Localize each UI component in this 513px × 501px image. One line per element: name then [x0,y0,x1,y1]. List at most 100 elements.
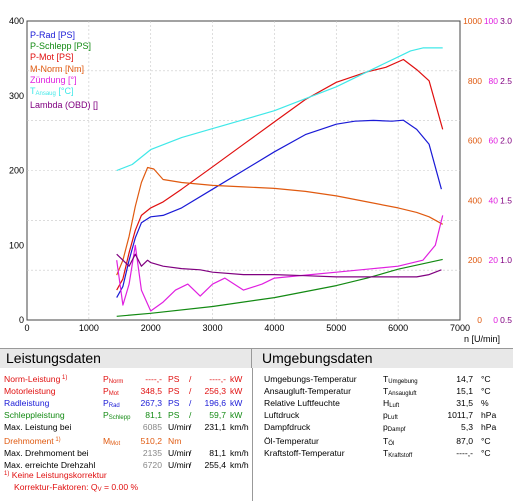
row-label: Radleistung [4,398,50,408]
row-symbol: PMot [103,386,119,397]
row-unit-2: kW [230,410,243,420]
row-slash: / [189,398,192,408]
row-value: 5,3 [461,422,473,432]
legend-p-rad: P-Rad [PS] [30,30,76,40]
right-tick-label: 1.0 [500,255,512,265]
row-unit: °C [481,386,491,396]
row-value-1: 6720 [142,460,162,470]
legend-lambda: Lambda (OBD) [] [30,100,99,111]
leistung-row: Max. Drehmoment bei 2135 U/min/ 81,1 km/h [0,448,252,459]
x-axis-label: n [U/min] [464,334,500,344]
row-value-1: 267,3 [140,398,162,408]
right-tick-label: 400 [468,195,482,205]
row-value-2: 81,1 [209,448,226,458]
row-symbol: TÖl [383,436,395,447]
row-unit-1: PS [168,410,180,420]
right-tick-label: 600 [468,136,482,146]
umgebung-row: Ansaugluft-Temperatur TAnsaugluft 15,1 °C [253,386,513,397]
row-unit: hPa [481,422,497,432]
leistung-row: Motorleistung PMot 348,5 PS / 256,3 kW [0,386,252,397]
row-value-2: ----,- [209,374,226,384]
row-unit-1: U/min [168,422,191,432]
right-tick-label: 800 [468,76,482,86]
row-label: Öl-Temperatur [264,436,319,446]
row-unit: °C [481,436,491,446]
row-unit-1: U/min [168,448,191,458]
x-tick-label: 1000 [79,323,99,333]
leistung-row: Norm-Leistung 1) PNorm ----,- PS / ----,- kW [0,374,252,385]
series-line [116,47,443,172]
row-value-2: 256,3 [204,386,226,396]
row-value-2: 196,6 [204,398,226,408]
row-label: Kraftstoff-Temperatur [264,448,345,458]
row-unit-2: kW [230,374,243,384]
row-value-2: 231,1 [204,422,226,432]
row-value-1: 510,2 [140,436,162,446]
umgebung-row: Dampfdruck pDampf 5,3 hPa [253,422,513,433]
row-label: Schleppleistung [4,410,65,420]
umgebung-row: Öl-Temperatur TÖl 87,0 °C [253,436,513,447]
row-label: Drehmoment 1) [4,436,61,446]
row-unit: hPa [481,410,497,420]
x-tick-label: 2000 [141,323,161,333]
row-value-1: 6085 [142,422,162,432]
row-value: 15,1 [456,386,473,396]
row-symbol: TKraftstoff [383,448,413,459]
row-label: Dampfdruck [264,422,311,432]
umgebung-row: Luftdruck pLuft 1011,7 hPa [253,410,513,421]
leistung-row: Schleppleistung PSchlepp 81,1 PS / 59,7 kW [0,410,252,421]
series-line [116,253,442,278]
right-tick-label: 0 [477,315,482,325]
row-slash: / [189,460,192,470]
row-value: 1011,7 [447,410,473,420]
right-tick-label: 3.0 [500,16,512,26]
row-unit-2: kW [230,398,243,408]
row-unit-1: PS [168,374,180,384]
row-slash: / [189,374,192,384]
row-symbol: TUmgebung [383,374,418,385]
row-unit-2: km/h [230,448,249,458]
right-tick-label: 0 [493,315,498,325]
row-label: Max. erreichte Drehzahl [4,460,96,470]
right-tick-label: 2.5 [500,76,512,86]
leistung-row: Max. Leistung bei 6085 U/min/ 231,1 km/h [0,422,252,433]
row-unit: °C [481,374,491,384]
row-value: 14,7 [456,374,473,384]
row-unit-1: PS [168,386,180,396]
x-tick-label: 4000 [264,323,284,333]
note-line-1: 1) Keine Leistungskorrektur [4,470,107,480]
left-tick-label: 300 [9,91,24,101]
row-slash: / [189,386,192,396]
row-unit-1: PS [168,398,180,408]
row-unit-1: Nm [168,436,182,446]
left-tick-label: 400 [9,16,24,26]
series-line [116,58,444,291]
series-line [116,215,444,312]
leistungsdaten-heading: Leistungsdaten [0,349,252,368]
x-tick-label: 6000 [388,323,408,333]
row-symbol: PSchlepp [103,410,131,421]
x-tick-label: 0 [24,323,29,333]
row-value-1: 2135 [142,448,162,458]
x-tick-label: 3000 [203,323,223,333]
series-line [116,258,443,317]
row-slash: / [189,422,192,432]
legend-p-schlepp: P-Schlepp [PS] [30,41,92,52]
row-value: 31,5 [456,398,473,408]
row-value: ----,- [456,448,473,458]
row-symbol: PNorm [103,374,124,385]
row-value-1: ----,- [145,374,162,384]
left-tick-label: 100 [9,240,24,250]
row-symbol: pDampf [383,422,406,433]
right-tick-label: 1000 [463,16,482,26]
row-value: 87,0 [456,436,473,446]
leistung-row: Drehmoment 1) MMot 510,2 Nm [0,436,252,447]
row-label: Luftdruck [264,410,300,420]
row-label: Max. Drehmoment bei [4,448,89,458]
leistung-row: Radleistung PRad 267,3 PS / 196,6 kW [0,398,252,409]
row-slash: / [189,448,192,458]
chart-svg: 0 1000 2000 3000 4000 5000 6000 700001002003004… [9,16,512,344]
x-tick-label: 7000 [450,323,470,333]
right-tick-label: 100 [484,16,498,26]
right-tick-label: 80 [489,76,499,86]
